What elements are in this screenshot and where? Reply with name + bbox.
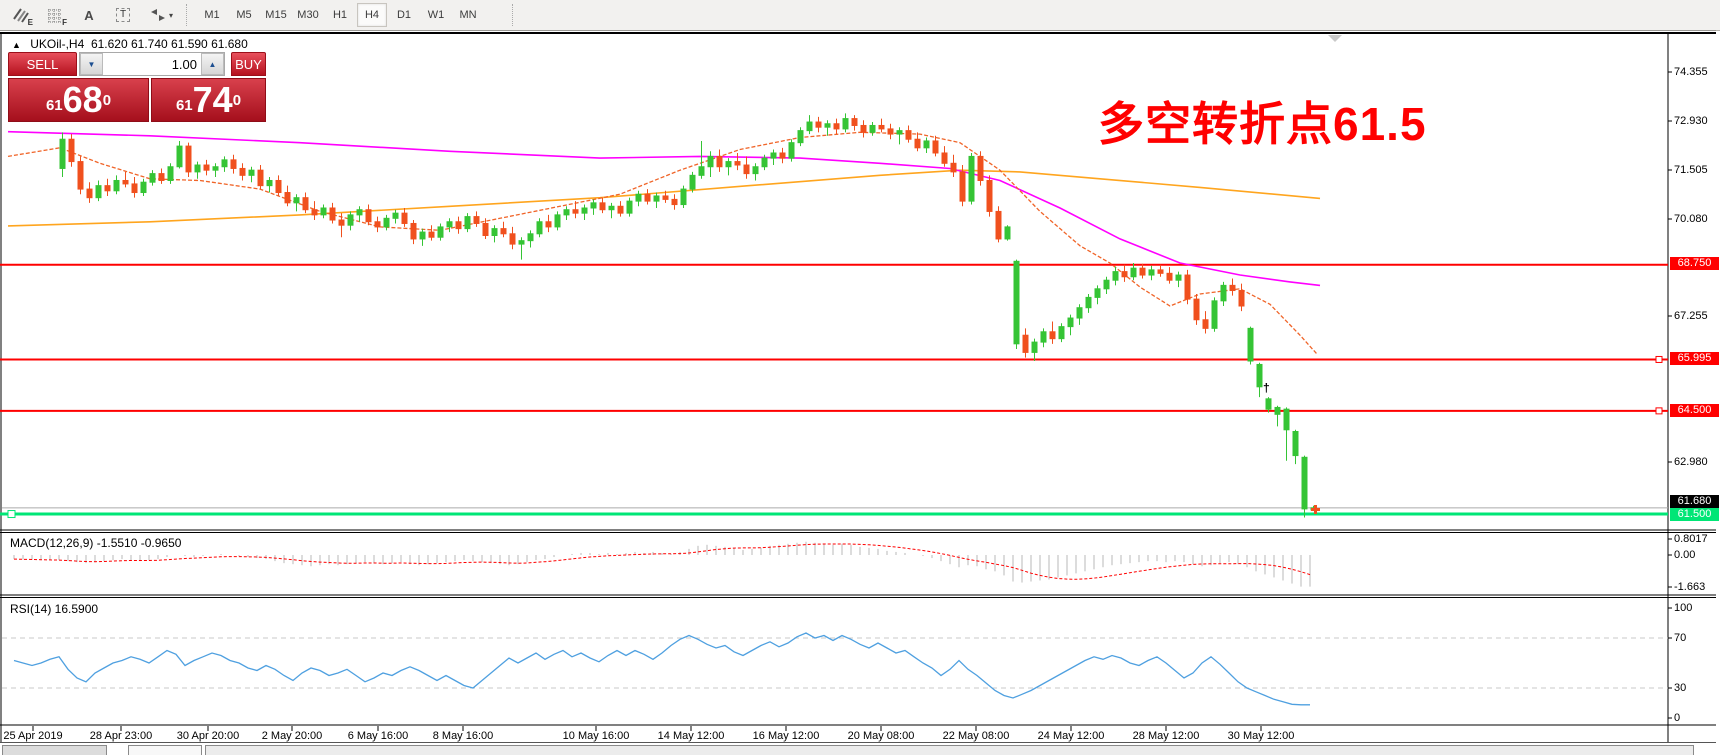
macd-label: MACD(12,26,9) -1.5510 -0.9650 [10,536,182,550]
arrows-glyph [150,9,165,21]
volume-up-button[interactable]: ▲ [201,53,224,75]
toolbar-separator-2 [512,4,514,26]
time-tick-label: 30 May 12:00 [1227,730,1295,742]
indicator-tick-label: 0.00 [1674,549,1696,561]
sell-price-sup: 0 [102,92,112,109]
volume-down-button[interactable]: ▼ [80,53,103,75]
timeframe-button-w1[interactable]: W1 [427,9,445,21]
indicator-tick-label: 100 [1674,602,1693,614]
timeframe-group: M1 M5 M15 M30 H1 H4 D1 W1 MN [196,3,484,27]
sell-price-box[interactable]: 61 68 0 [8,78,149,122]
price-tick-label: 70.080 [1674,213,1708,225]
buy-price-sup: 0 [232,92,242,109]
line-handle [1655,407,1663,415]
crayon-sub-label: E [27,18,33,27]
time-tick-label: 2 May 20:00 [261,730,323,742]
time-tick-label: 25 Apr 2019 [3,730,63,742]
time-tick-label: 28 Apr 23:00 [89,730,153,742]
candles-group [59,113,1317,518]
price-tick-label: 71.505 [1674,164,1708,176]
window-tab-stub[interactable] [205,745,1694,755]
time-tick-label: 16 May 12:00 [752,730,820,742]
symbol-label: UKOil-,H4 [30,37,85,51]
level-lines [0,263,1668,519]
toolbar-separator [186,4,188,26]
grid-glyph [47,8,62,22]
timeframe-button-mn[interactable]: MN [459,9,477,21]
time-tick-label: 30 Apr 20:00 [176,730,240,742]
price-tick-label: 62.980 [1674,456,1708,468]
time-tick-label: 20 May 08:00 [847,730,915,742]
indicator-tick-label: 30 [1674,682,1687,694]
price-tick-label: 72.930 [1674,115,1708,127]
timeframe-button-m30[interactable]: M30 [297,9,319,21]
timeframe-button-m1[interactable]: M1 [204,9,220,21]
indicator-tick-label: -1.663 [1674,581,1706,593]
crayon-glyph [13,8,29,23]
price-level-badge: 64.500 [1670,403,1719,417]
close-price-marker-icon [1311,505,1320,514]
grid-sub-label: F [62,18,67,27]
dagger-marker[interactable]: † [1263,381,1270,395]
sell-price-big: 68 [62,79,103,120]
timeframe-button-h1[interactable]: H1 [332,9,348,21]
buy-button[interactable]: BUY [231,52,266,76]
time-tick-label: 8 May 16:00 [432,730,494,742]
indicator-tick-label: 0.8017 [1674,533,1708,545]
volume-input[interactable] [103,53,201,75]
timeframe-button-m5[interactable]: M5 [236,9,252,21]
text-box-icon[interactable]: T [110,3,136,27]
rsi-line [13,632,1310,706]
window-tab-stub[interactable] [2,745,107,755]
price-level-badge: 61.680 [1670,494,1719,508]
line-handle [1655,355,1663,363]
window-tab-stub[interactable] [128,745,202,755]
line-handle [7,510,16,519]
shift-triangle-icon[interactable] [1327,34,1343,43]
macd-group [13,541,1311,587]
time-tick-label: 22 May 08:00 [942,730,1010,742]
time-tick-label: 10 May 16:00 [562,730,630,742]
chart-text-annotation[interactable]: 多空转折点61.5 [1098,98,1427,150]
collapse-triangle-icon[interactable]: ▲ [12,40,21,50]
volume-stepper: ▼ ▲ [79,52,225,76]
text-label-icon[interactable]: A [84,7,94,23]
chart-title: ▲ UKOil-,H4 61.620 61.740 61.590 61.680 [12,37,248,51]
price-level-badge: 65.995 [1670,351,1719,365]
time-tick-label: 6 May 16:00 [347,730,409,742]
rsi-label: RSI(14) 16.5900 [10,602,99,616]
ohlc-values: 61.620 61.740 61.590 61.680 [90,37,248,51]
text-box-glyph: T [115,8,131,22]
timeframe-button-h4[interactable]: H4 [357,3,387,27]
toolbar: E F A T ▾ M1 M5 M15 M30 H1 H4 D1 W1 MN [0,0,1720,31]
time-tick-label: 28 May 12:00 [1132,730,1200,742]
price-tick-label: 67.255 [1674,310,1708,322]
buy-price-small: 61 [175,97,193,114]
fibo-grid-icon[interactable]: F [42,3,68,27]
buy-price-box[interactable]: 61 74 0 [151,78,266,122]
sell-button[interactable]: SELL [8,52,77,76]
cursor-mode-icon[interactable]: ▾ [144,3,178,27]
timeframe-button-m15[interactable]: M15 [265,9,287,21]
indicator-tick-label: 0 [1674,712,1681,724]
time-tick-label: 14 May 12:00 [657,730,725,742]
time-tick-label: 24 May 12:00 [1037,730,1105,742]
buy-price-big: 74 [192,79,233,120]
draw-crayon-icon[interactable]: E [8,3,34,27]
price-level-badge: 68.750 [1670,256,1719,270]
timeframe-button-d1[interactable]: D1 [396,9,412,21]
sell-price-small: 61 [45,97,63,114]
dropdown-caret-icon: ▾ [168,10,173,20]
price-tick-label: 74.355 [1674,66,1708,78]
indicator-tick-label: 70 [1674,632,1687,644]
price-level-badge: 61.500 [1670,507,1719,521]
